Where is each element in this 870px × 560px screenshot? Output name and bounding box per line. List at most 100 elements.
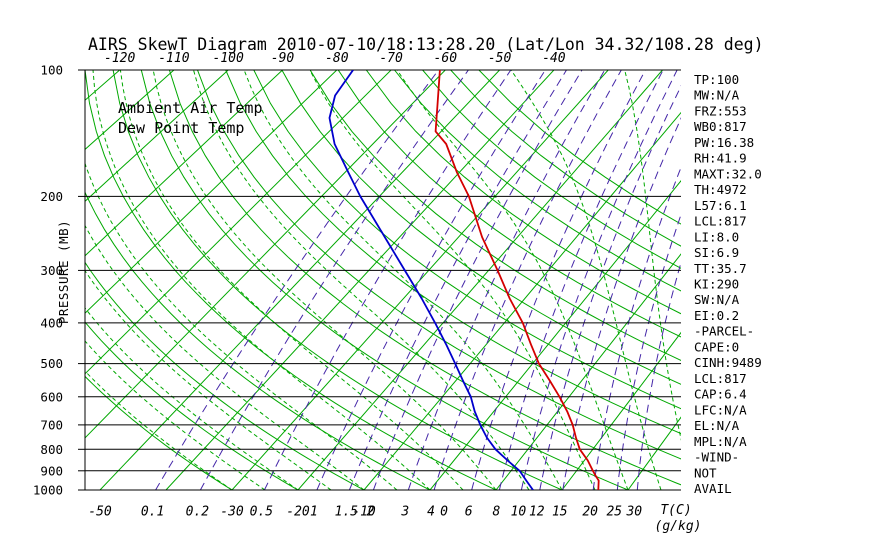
mixing-ratio-line (636, 260, 681, 490)
pressure-tick-label: 800 (40, 442, 63, 457)
dry-adiabat-line (337, 70, 681, 338)
moist-adiabat-line (85, 161, 398, 490)
chart-title: AIRS SkewT Diagram 2010-07-10/18:13:28.2… (88, 35, 764, 54)
pressure-tick-label: 700 (40, 417, 63, 432)
top-temp-tick-label: -40 (542, 51, 566, 66)
dry-adiabat-line (168, 70, 681, 486)
mixing-ratio-unit-label: (g/kg) (655, 519, 702, 534)
moist-adiabat-line (243, 70, 563, 490)
mixing-ratio-tick-label: 2 (366, 505, 374, 520)
indices-panel-line: AVAIL (694, 481, 732, 496)
mixing-ratio-tick-label: 25 (606, 505, 622, 520)
indices-panel-line: L57:6.1 (694, 198, 747, 213)
mixing-ratio-tick-label: 3 (400, 505, 409, 520)
bottom-temp-tick-label: -50 (88, 505, 112, 520)
mixing-ratio-line (433, 70, 622, 490)
indices-panel-line: CINH:9489 (694, 355, 762, 370)
legend-dew-point-temp-label: Dew Point Temp (118, 119, 244, 137)
temp-unit-label: T(C) (660, 503, 691, 518)
background-lines-layer (85, 70, 681, 490)
indices-panel-line: -PARCEL- (694, 324, 754, 339)
mixing-ratio-line (616, 213, 681, 490)
bottom-temp-tick-label: 0 (440, 505, 448, 520)
indices-panel-line: TH:4972 (694, 182, 747, 197)
indices-panel-line: WB0:817 (694, 119, 747, 134)
isotherm-line (85, 70, 392, 375)
top-temp-tick-label: -80 (325, 51, 349, 66)
axes-layer (78, 69, 681, 491)
moist-adiabat-line (396, 70, 629, 490)
isotherm-line (363, 111, 681, 490)
indices-panel-line: LFC:N/A (694, 402, 747, 417)
mixing-ratio-line (498, 70, 664, 490)
mixing-ratio-tick-label: 30 (625, 505, 642, 520)
bottom-temp-tick-label: -20 (286, 505, 310, 520)
ambient-air-temp-curve (434, 70, 600, 490)
mixing-ratio-tick-label: 10 (511, 505, 527, 520)
dry-adiabat-line (394, 70, 681, 292)
moist-adiabat-line (85, 224, 365, 490)
mixing-ratio-line (316, 70, 546, 490)
indices-panel-line: RH:41.9 (694, 151, 747, 166)
mixing-ratio-line (407, 70, 606, 490)
bottom-temp-tick-label: -10 (352, 505, 376, 520)
indices-panel-line: MPL:N/A (694, 434, 747, 449)
isotherm-line (627, 416, 681, 490)
sounding-curves-layer (328, 70, 600, 490)
indices-panel-line: PW:16.38 (694, 135, 754, 150)
dry-adiabat-line (422, 70, 681, 269)
top-temp-tick-label: -90 (271, 51, 295, 66)
indices-panel-line: LCL:817 (694, 214, 747, 229)
moist-adiabat-line (92, 70, 431, 490)
dry-adiabat-line (225, 70, 681, 435)
mixing-ratio-line (562, 117, 681, 490)
indices-panel-line: SW:N/A (694, 292, 740, 307)
mixing-ratio-tick-label: 8 (492, 505, 500, 520)
indices-panel-line: SI:6.9 (694, 245, 739, 260)
indices-panel-line: MAXT:32.0 (694, 166, 762, 181)
mixing-ratio-tick-label: 12 (529, 505, 545, 520)
isotherm-line (99, 70, 500, 490)
mixing-ratio-tick-label: 15 (552, 505, 568, 520)
isotherm-line (429, 180, 681, 490)
mixing-ratio-tick-label: 0.5 (250, 505, 274, 520)
isotherm-line (85, 70, 229, 202)
moist-adiabat-line (152, 70, 497, 490)
mixing-ratio-line (348, 70, 567, 490)
top-temp-tick-label: -70 (379, 51, 403, 66)
dry-adiabat-line (85, 190, 431, 490)
mixing-ratio-line (471, 70, 646, 490)
mixing-ratio-line (199, 70, 469, 490)
moist-adiabat-line (85, 269, 332, 490)
mixing-ratio-line (372, 70, 583, 490)
dry-adiabat-line (85, 261, 365, 490)
bottom-temp-tick-label: -30 (220, 505, 244, 520)
indices-panel-line: TP:100 (694, 72, 739, 87)
indices-panel-line: KI:290 (694, 277, 739, 292)
pressure-tick-label: 300 (40, 263, 63, 278)
dry-adiabat-line (85, 70, 497, 490)
indices-panel-line: MW:N/A (694, 88, 740, 103)
legend-ambient-air-temp-label: Ambient Air Temp (118, 99, 263, 117)
moist-adiabat-line (119, 70, 464, 490)
top-temp-tick-label: -50 (488, 51, 512, 66)
mixing-ratio-tick-label: 1 (310, 505, 318, 520)
top-temp-tick-label: -120 (104, 51, 135, 66)
pressure-tick-label: 100 (40, 63, 63, 78)
indices-panel-line: CAPE:0 (694, 339, 739, 354)
mixing-ratio-tick-label: 0.1 (141, 505, 164, 520)
moist-adiabat-line (309, 70, 596, 490)
indices-panel-line: TT:35.7 (694, 261, 747, 276)
pressure-tick-label: 500 (40, 356, 63, 371)
mixing-ratio-line (263, 70, 512, 490)
mixing-ratio-line (155, 70, 439, 490)
dry-adiabat-line (85, 375, 233, 490)
indices-panel-line: CAP:6.4 (694, 387, 747, 402)
moist-adiabat-line (85, 370, 233, 490)
moist-adiabat-line (85, 340, 266, 490)
mixing-ratio-line (520, 70, 678, 490)
mixing-ratio-line (592, 166, 681, 490)
pressure-tick-label: 600 (40, 389, 63, 404)
top-temp-tick-label: -110 (158, 51, 189, 66)
